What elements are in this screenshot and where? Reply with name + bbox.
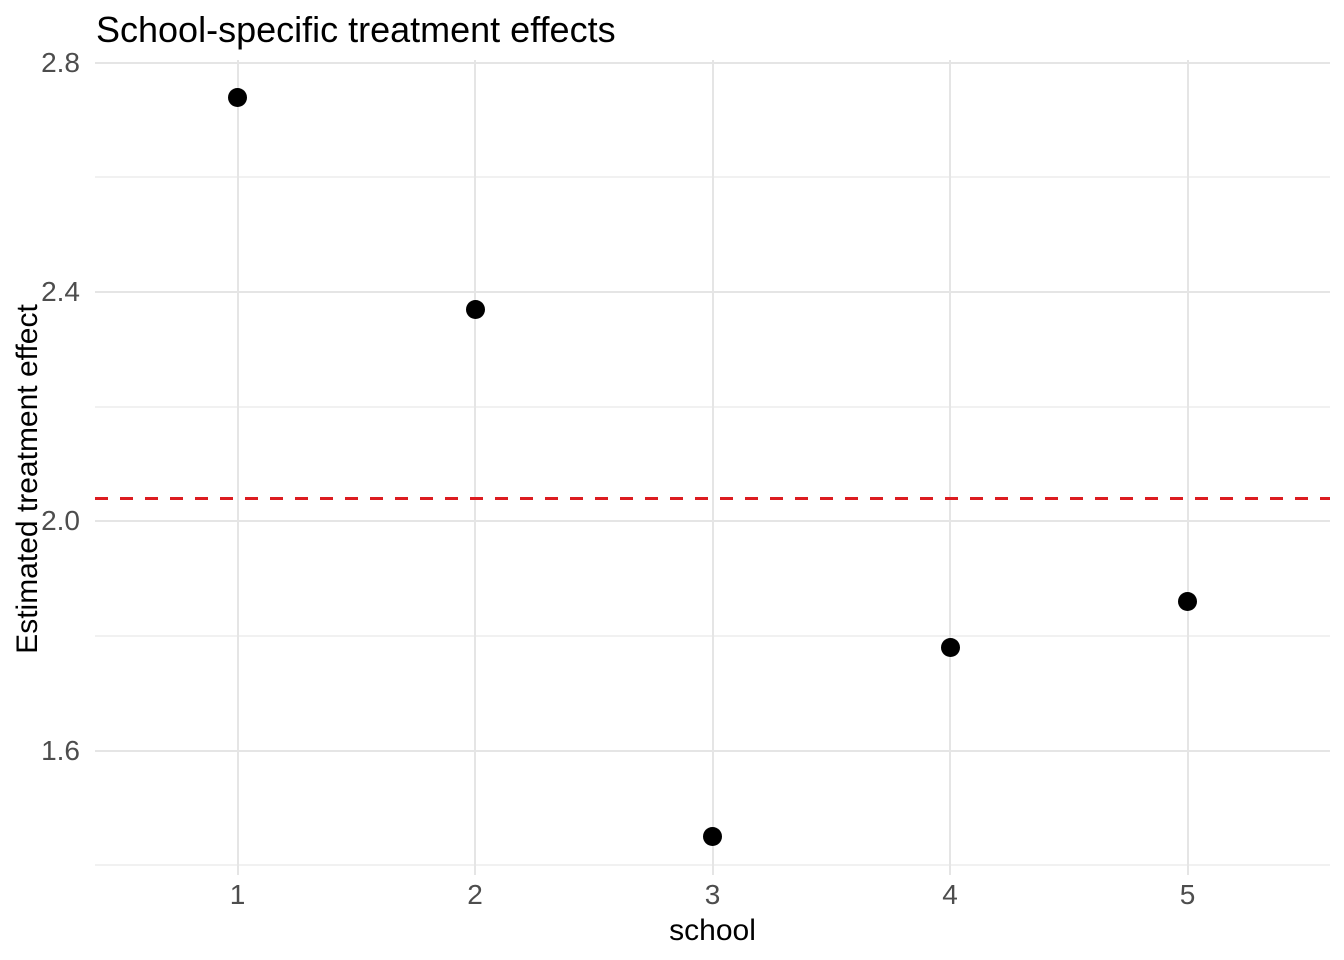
- data-point-school-4: [940, 637, 960, 657]
- data-point-school-1: [228, 87, 247, 107]
- x-tick-label: 2: [467, 879, 483, 910]
- x-tick-label: 1: [229, 879, 246, 910]
- y-tick-label: 1.6: [41, 734, 80, 766]
- plot-panel: [95, 60, 1330, 875]
- x-gridline-major: [236, 60, 239, 875]
- x-tick-label: 5: [1179, 879, 1196, 910]
- data-point-school-5: [1178, 592, 1197, 612]
- x-gridline-major: [474, 60, 476, 875]
- x-gridline-major: [1186, 60, 1189, 875]
- data-point-school-3: [703, 827, 722, 847]
- x-axis-title: school: [669, 914, 756, 947]
- x-tick-label: 4: [942, 879, 958, 910]
- chart-title: School-specific treatment effects: [96, 9, 616, 50]
- x-gridline-major: [711, 60, 714, 875]
- data-point-school-2: [465, 299, 485, 319]
- y-tick-label: 2.0: [41, 505, 80, 537]
- y-tick-label: 2.4: [41, 276, 80, 308]
- y-axis-title: Estimated treatment effect: [11, 304, 44, 654]
- y-tick-label: 2.8: [41, 46, 80, 78]
- mean-reference-line: [95, 496, 1330, 500]
- x-gridline-major: [949, 60, 951, 875]
- x-tick-label: 3: [704, 879, 721, 910]
